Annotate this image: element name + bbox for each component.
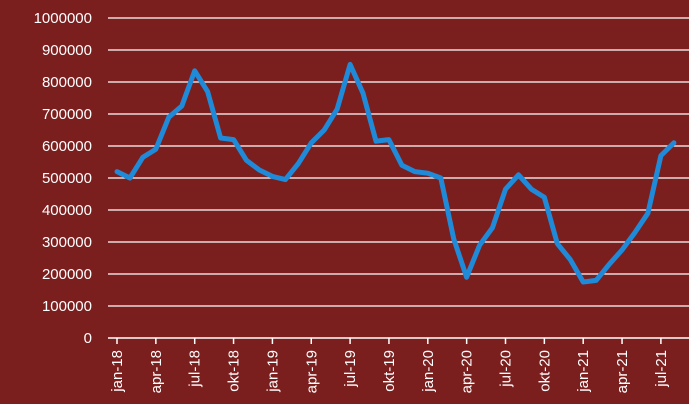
x-tick-label: jul-19 — [342, 350, 359, 388]
x-tick-label: apr-21 — [614, 350, 631, 393]
x-tick-label: okt-20 — [536, 350, 553, 392]
series-group — [114, 61, 677, 285]
y-tick-label: 500000 — [42, 170, 92, 187]
x-tick-label: jul-21 — [653, 350, 670, 388]
y-tick-label: 400000 — [42, 202, 92, 219]
x-tick-label: okt-18 — [226, 350, 243, 392]
x-tick-label: okt-19 — [381, 350, 398, 392]
y-tick-label: 600000 — [42, 138, 92, 155]
x-tick-label: apr-19 — [303, 350, 320, 393]
gridlines — [108, 17, 689, 307]
y-tick-label: 700000 — [42, 106, 92, 123]
x-tick-label: jul-20 — [498, 350, 515, 388]
y-tick-label: 300000 — [42, 234, 92, 251]
x-axis: jan-18 apr-18 jul-18 okt-18 jan-19 apr-19 jul-… — [108, 337, 689, 393]
y-tick-label: 1000000 — [34, 10, 92, 27]
y-tick-label: 0 — [84, 330, 92, 347]
series-line-0 — [114, 61, 677, 285]
x-tick-label: apr-18 — [148, 350, 165, 393]
x-tick-label: jan-19 — [264, 350, 281, 393]
y-tick-label: 800000 — [42, 74, 92, 91]
x-tick-label: jul-18 — [187, 350, 204, 388]
y-tick-label: 200000 — [42, 266, 92, 283]
y-tick-label: 100000 — [42, 298, 92, 315]
y-tick-label: 900000 — [42, 42, 92, 59]
x-tick-label: jan-18 — [109, 350, 126, 393]
x-tick-label: jan-21 — [575, 350, 592, 393]
y-axis: 0 100000 200000 300000 400000 500000 600000 700… — [34, 10, 92, 347]
x-tick-label: jan-20 — [420, 350, 437, 393]
x-tick-label: apr-20 — [459, 350, 476, 393]
